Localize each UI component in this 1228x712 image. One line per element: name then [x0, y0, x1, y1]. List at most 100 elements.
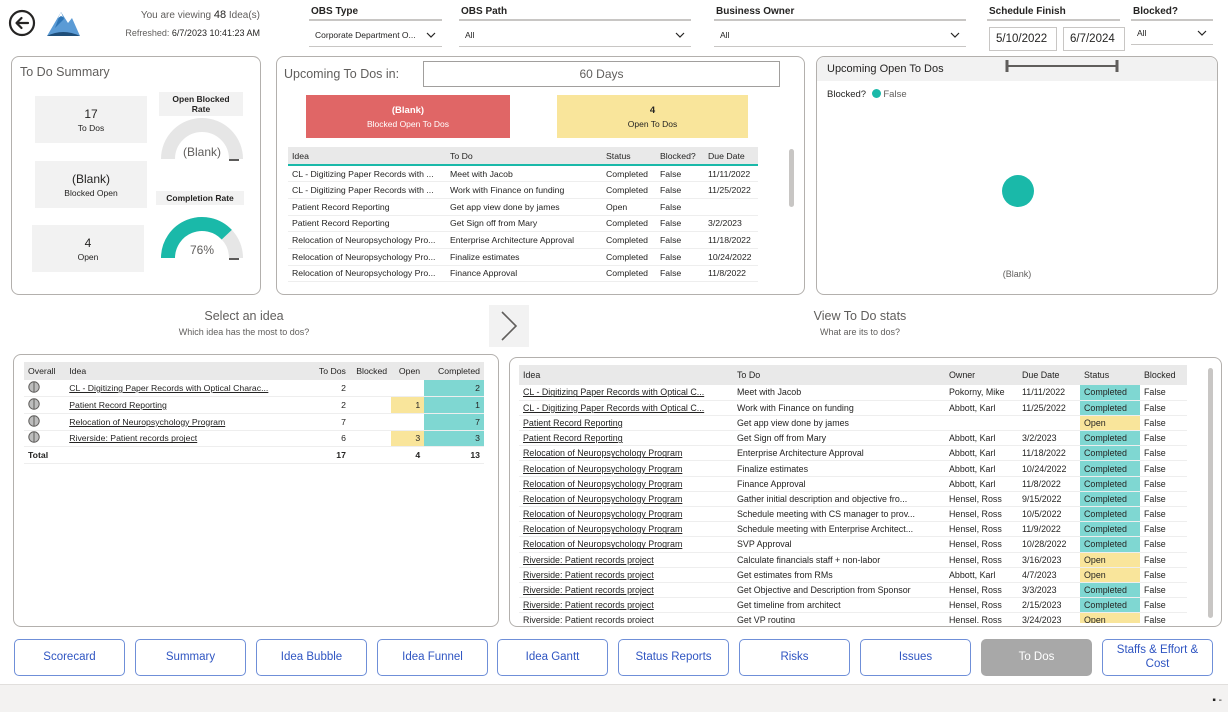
nav-button-idea-gantt[interactable]: Idea Gantt: [497, 639, 608, 676]
table-row[interactable]: Riverside: Patient records project Get Ob…: [519, 582, 1187, 599]
idea-link[interactable]: Relocation of Neuropsychology Program: [519, 491, 733, 508]
table-row[interactable]: Riverside: Patient records project 6 3 3: [24, 430, 484, 448]
table-row[interactable]: Riverside: Patient records project Calcul…: [519, 552, 1187, 568]
column-header[interactable]: Owner: [945, 365, 1018, 385]
idea-link[interactable]: Relocation of Neuropsychology Program: [519, 536, 733, 553]
refresh-timestamp: 6/7/2023 10:41:23 AM: [171, 28, 260, 38]
column-header[interactable]: To Dos: [308, 362, 350, 380]
idea-link[interactable]: CL - Digitizing Paper Records with Optic…: [65, 380, 309, 398]
table-row[interactable]: Relocation of Neuropsychology Program SVP…: [519, 536, 1187, 553]
idea-link[interactable]: CL - Digitizing Paper Records with Optic…: [519, 385, 733, 401]
nav-button-to-dos[interactable]: To Dos: [981, 639, 1092, 676]
table-row[interactable]: Relocation of Neuropsychology Program 7 7: [24, 413, 484, 431]
upcoming-scrollbar[interactable]: [789, 149, 794, 207]
column-header[interactable]: Blocked?: [656, 147, 704, 165]
table-row[interactable]: CL - Digitizing Paper Records with ... Wo…: [288, 181, 758, 199]
scatter-point[interactable]: [1002, 175, 1034, 207]
total-row: Total 17 4 13: [24, 446, 484, 464]
table-row[interactable]: Relocation of Neuropsychology Pro... Fina…: [288, 265, 758, 283]
idea-link[interactable]: Riverside: Patient records project: [519, 597, 733, 614]
nav-button-scorecard[interactable]: Scorecard: [14, 639, 125, 676]
column-header[interactable]: Overall: [24, 362, 66, 380]
column-header[interactable]: Idea: [65, 362, 309, 380]
open-blocked-rate-gauge: [161, 118, 243, 161]
nav-button-summary[interactable]: Summary: [135, 639, 246, 676]
idea-link[interactable]: Patient Record Reporting: [65, 396, 309, 414]
obs-type-dropdown[interactable]: Corporate Department O...: [309, 25, 442, 47]
column-header[interactable]: Blocked: [1140, 365, 1187, 385]
column-header[interactable]: Status: [1080, 365, 1140, 385]
column-header[interactable]: Open: [391, 362, 425, 380]
nav-button-status-reports[interactable]: Status Reports: [618, 639, 729, 676]
table-row[interactable]: CL - Digitizing Paper Records with ... Me…: [288, 164, 758, 183]
table-row[interactable]: Patient Record Reporting 2 1 1: [24, 396, 484, 414]
idea-link[interactable]: Relocation of Neuropsychology Program: [519, 460, 733, 477]
next-arrow-button[interactable]: [489, 305, 529, 347]
table-row[interactable]: CL - Digitizing Paper Records with Optic…: [24, 380, 484, 398]
table-row[interactable]: Relocation of Neuropsychology Pro... Ente…: [288, 231, 758, 249]
nav-button-idea-funnel[interactable]: Idea Funnel: [377, 639, 488, 676]
drag-handle-icon[interactable]: [1005, 60, 1119, 72]
nav-button-issues[interactable]: Issues: [860, 639, 971, 676]
idea-link[interactable]: Riverside: Patient records project: [65, 430, 309, 448]
table-row[interactable]: CL - Digitizing Paper Records with Optic…: [519, 400, 1187, 416]
table-cell: Abbott, Karl: [945, 430, 1018, 447]
schedule-start-date[interactable]: 5/10/2022: [989, 27, 1057, 51]
idea-link[interactable]: Patient Record Reporting: [519, 430, 733, 447]
table-cell: Completed: [602, 181, 656, 199]
column-header[interactable]: To Do: [733, 365, 945, 385]
idea-link[interactable]: Relocation of Neuropsychology Program: [519, 476, 733, 492]
chevron-down-icon: [426, 32, 436, 38]
idea-link[interactable]: Riverside: Patient records project: [519, 582, 733, 599]
idea-link[interactable]: Riverside: Patient records project: [519, 567, 733, 583]
column-header[interactable]: Completed: [424, 362, 484, 380]
minimize-icon[interactable]: ▪ -: [1212, 695, 1222, 706]
table-row[interactable]: Patient Record Reporting Get Sign off fro…: [519, 430, 1187, 447]
details-scrollbar[interactable]: [1208, 368, 1213, 618]
table-row[interactable]: Relocation of Neuropsychology Program Sch…: [519, 506, 1187, 523]
upcoming-todos-panel: Upcoming To Dos in: 60 Days (Blank) Bloc…: [276, 56, 805, 295]
table-row[interactable]: Riverside: Patient records project Get es…: [519, 567, 1187, 583]
table-row[interactable]: Relocation of Neuropsychology Pro... Fina…: [288, 248, 758, 266]
idea-link[interactable]: Patient Record Reporting: [519, 415, 733, 432]
idea-link[interactable]: Relocation of Neuropsychology Program: [65, 413, 309, 431]
ideas-table-panel: Overall Idea To Dos Blocked Open Completed CL…: [13, 354, 499, 627]
obs-path-dropdown[interactable]: All: [459, 25, 691, 47]
table-row[interactable]: Relocation of Neuropsychology Program Sch…: [519, 521, 1187, 538]
table-row[interactable]: Patient Record Reporting Get app view don…: [288, 198, 758, 216]
back-button[interactable]: [8, 9, 36, 37]
column-header[interactable]: Blocked: [349, 362, 392, 380]
column-header[interactable]: Status: [602, 147, 656, 165]
table-row[interactable]: Relocation of Neuropsychology Program Ent…: [519, 445, 1187, 462]
table-row[interactable]: Riverside: Patient records project Get ti…: [519, 597, 1187, 614]
table-row[interactable]: Relocation of Neuropsychology Program Fin…: [519, 460, 1187, 477]
column-header[interactable]: Due Date: [704, 147, 758, 165]
table-row[interactable]: CL - Digitizing Paper Records with Optic…: [519, 385, 1187, 401]
nav-button-idea-bubble[interactable]: Idea Bubble: [256, 639, 367, 676]
idea-link[interactable]: Riverside: Patient records project: [519, 552, 733, 568]
column-header[interactable]: Due Date: [1018, 365, 1080, 385]
idea-link[interactable]: Relocation of Neuropsychology Program: [519, 521, 733, 538]
table-cell: 3/3/2023: [1018, 582, 1080, 599]
idea-link[interactable]: Relocation of Neuropsychology Program: [519, 445, 733, 462]
open-card: 4 Open: [32, 225, 144, 272]
column-header[interactable]: Idea: [519, 365, 733, 385]
table-row[interactable]: Relocation of Neuropsychology Program Fin…: [519, 476, 1187, 492]
idea-link[interactable]: CL - Digitizing Paper Records with Optic…: [519, 400, 733, 416]
table-row[interactable]: Riverside: Patient records project Get VP…: [519, 612, 1187, 623]
business-owner-dropdown[interactable]: All: [714, 25, 966, 47]
schedule-end-date[interactable]: 6/7/2024: [1063, 27, 1125, 51]
nav-button-risks[interactable]: Risks: [739, 639, 850, 676]
table-cell: 3/24/2023: [1018, 612, 1080, 623]
upcoming-days-input[interactable]: 60 Days: [423, 61, 780, 87]
idea-link[interactable]: Riverside: Patient records project: [519, 612, 733, 623]
table-cell: Work with Finance on funding: [446, 181, 602, 199]
table-row[interactable]: Patient Record Reporting Get Sign off fro…: [288, 215, 758, 233]
nav-button-staffs-effort-cost[interactable]: Staffs & Effort & Cost: [1102, 639, 1213, 676]
idea-link[interactable]: Relocation of Neuropsychology Program: [519, 506, 733, 523]
table-row[interactable]: Patient Record Reporting Get app view don…: [519, 415, 1187, 432]
column-header[interactable]: Idea: [288, 147, 446, 165]
table-row[interactable]: Relocation of Neuropsychology Program Gat…: [519, 491, 1187, 508]
blocked-filter-dropdown[interactable]: All: [1131, 23, 1213, 45]
column-header[interactable]: To Do: [446, 147, 602, 165]
